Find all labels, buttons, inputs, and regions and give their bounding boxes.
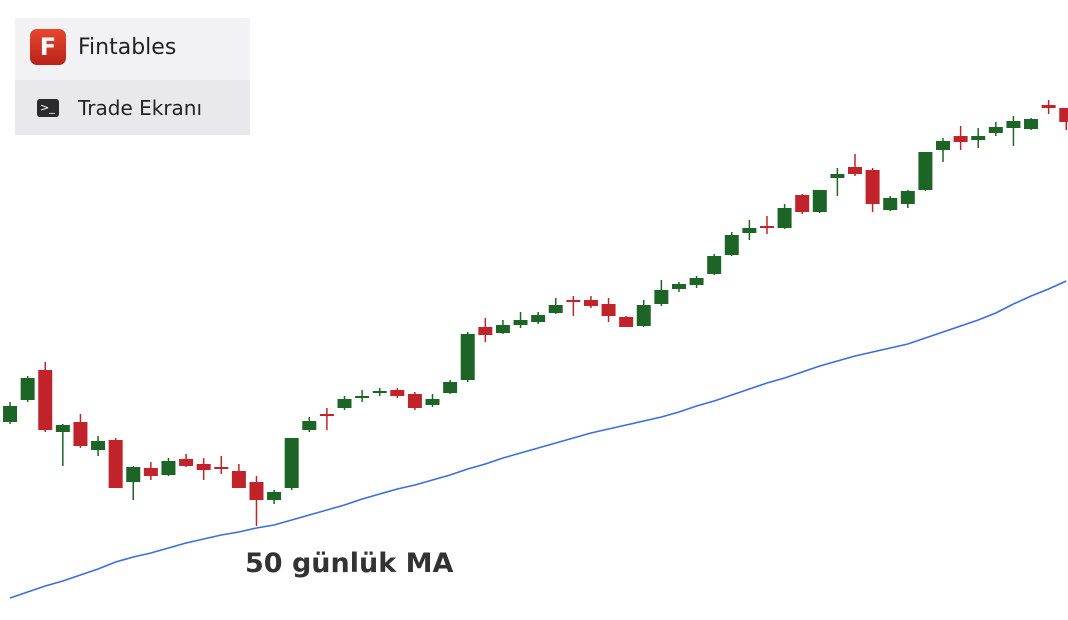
body [883,198,898,210]
body [742,228,757,233]
body [601,304,616,316]
body [900,191,915,204]
body [73,422,88,446]
body [566,300,581,302]
body [267,492,282,500]
body [108,440,123,488]
logo: F [30,29,66,65]
ma-line [9,280,1067,599]
body [619,317,634,327]
body [407,394,422,408]
body [337,399,352,408]
brand: Fintables [78,34,177,60]
body [513,320,528,325]
body [953,136,968,142]
body [1041,105,1056,108]
body [355,396,370,398]
body [707,256,722,274]
body [988,127,1003,133]
body [918,152,933,190]
body [20,378,35,400]
brand-row[interactable]: F Fintables [15,18,250,76]
body [91,441,106,450]
body [495,325,510,333]
terminal-icon: >_ [37,98,59,117]
body [830,174,845,178]
body [1006,121,1021,128]
body [865,170,880,204]
body [971,136,986,140]
body [531,315,546,322]
body [179,459,194,466]
body [460,334,475,380]
body [249,482,264,500]
body [443,382,458,393]
body [319,414,334,416]
body [390,390,405,396]
body [689,278,704,285]
body [372,391,387,393]
body [143,468,158,476]
body [847,167,862,174]
body [161,461,176,475]
body [38,370,53,430]
annotation: 50 günlük MA [245,548,454,579]
body [812,190,827,212]
body [1024,119,1039,129]
body [671,284,686,289]
body [777,208,792,228]
menu: F Fintables >_ Trade Ekranı [15,18,250,135]
body [1059,108,1068,122]
body [231,471,246,488]
body [759,226,774,228]
body [636,305,651,326]
body [724,235,739,255]
body [936,141,951,150]
menu-label: Trade Ekranı [78,95,203,120]
body [126,467,141,482]
body [548,305,563,313]
body [214,467,229,469]
body [284,438,299,488]
body [196,464,211,470]
body [302,421,317,430]
body [478,327,493,335]
body [583,300,598,306]
body [3,406,18,422]
body [654,290,669,304]
body [55,425,70,432]
menu-item[interactable]: >_ Trade Ekranı [15,80,250,135]
body [795,195,810,212]
body [425,399,440,405]
